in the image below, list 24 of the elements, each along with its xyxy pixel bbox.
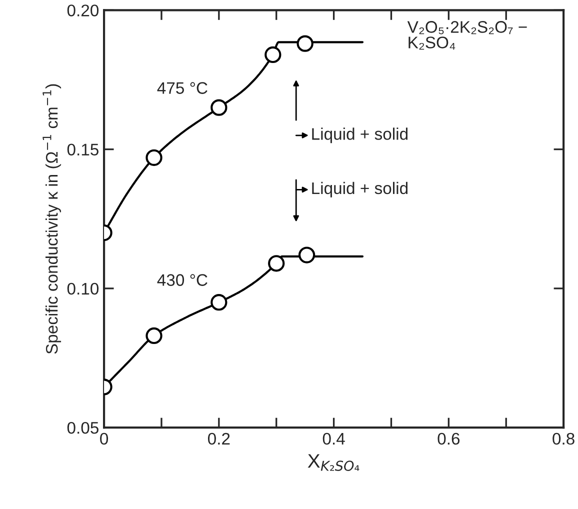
y-tick-label: 0.20 [67, 4, 99, 16]
annotation: 430 °C [157, 274, 208, 286]
point [146, 327, 162, 344]
annotation: 475 °C [157, 82, 208, 94]
y-tick-label: 0.05 [67, 422, 98, 434]
point [146, 149, 162, 166]
point [296, 35, 314, 52]
point [268, 255, 285, 272]
y-tick-label: 0.10 [67, 282, 99, 295]
x-tick-label: 0.8 [552, 432, 574, 445]
x-tick-label: 0.2 [208, 432, 230, 445]
x-tick-label: 0.4 [322, 432, 345, 445]
annotation: Liquid + solid [312, 182, 408, 198]
point [210, 294, 228, 311]
point [298, 246, 316, 264]
x-tick-label: 0 [100, 432, 108, 445]
point [264, 46, 282, 64]
y-tick-label: 0.15 [67, 144, 98, 156]
annotation: Liquid + solid [312, 128, 408, 144]
annotation: V₂O₅·2K₂S₂O₇ − K₂SO₄ [407, 21, 527, 50]
x-tick-label: 0.6 [438, 432, 460, 445]
y-axis-title: Specific conductivity κ in (Ω$^{−1}$ cm$^{−1}$) [42, 84, 62, 354]
x-axis-title: X$_{K₂SO₄}$ [308, 454, 360, 471]
point [210, 99, 228, 116]
